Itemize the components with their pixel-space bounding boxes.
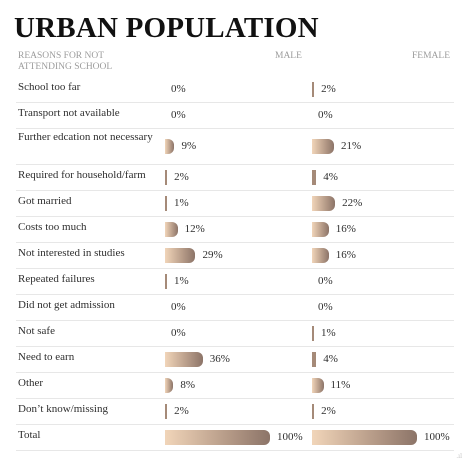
data-label-female: 2%	[321, 83, 336, 95]
table-row: Total 100% 100%	[16, 424, 454, 451]
category-label: Need to earn	[18, 351, 75, 363]
bar-female	[312, 82, 315, 97]
data-label-female: 0%	[318, 109, 333, 121]
category-label: Repeated failures	[18, 273, 95, 285]
data-label-male: 100%	[277, 431, 303, 443]
data-label-female: 0%	[318, 275, 333, 287]
category-label: School too far	[18, 81, 81, 93]
data-label-male: 36%	[209, 353, 230, 365]
bar-female	[312, 196, 336, 211]
column-header-reason: REASONS FOR NOT ATTENDING SCHOOL	[18, 51, 113, 72]
category-label: Required for household/farm	[18, 169, 146, 181]
data-label-female: 2%	[321, 405, 336, 417]
column-header-male: MALE	[275, 51, 302, 61]
data-label-female: 0%	[318, 301, 333, 313]
bar-female	[312, 378, 324, 393]
table-row: Further edcation not necessary 9% 21%	[16, 128, 454, 165]
table-row: Not interested in studies 29% 16%	[16, 242, 454, 269]
table-row: Required for household/farm 2% 4%	[16, 164, 454, 191]
bar-male	[165, 222, 178, 237]
category-label: Got married	[18, 195, 72, 207]
data-label-male: 0%	[171, 109, 186, 121]
table-row: Other 8% 11%	[16, 372, 454, 399]
data-label-male: 2%	[174, 405, 189, 417]
data-label-female: 1%	[321, 327, 336, 339]
data-label-female: 4%	[323, 353, 338, 365]
bar-female	[312, 222, 329, 237]
bar-male	[165, 352, 203, 367]
resize-grip-icon: .ıl	[456, 453, 462, 460]
category-label: Not interested in studies	[18, 247, 125, 259]
data-label-male: 0%	[171, 327, 186, 339]
category-label: Not safe	[18, 325, 55, 337]
category-label: Did not get admission	[18, 299, 115, 311]
bar-female	[312, 352, 317, 367]
category-label: Total	[18, 429, 41, 441]
table-row: Got married 1% 22%	[16, 190, 454, 217]
data-label-female: 100%	[424, 431, 450, 443]
data-label-female: 16%	[335, 249, 356, 261]
data-label-male: 8%	[180, 379, 196, 391]
column-header-female: FEMALE	[412, 51, 450, 61]
category-label: Further edcation not necessary	[18, 131, 153, 143]
data-label-female: 21%	[341, 140, 362, 152]
table-row: Transport not available 0% 0%	[16, 102, 454, 129]
data-label-male: 1%	[174, 275, 189, 287]
data-label-male: 12%	[184, 223, 205, 235]
bar-female	[312, 326, 314, 341]
bar-male	[165, 139, 175, 154]
bar-male	[165, 378, 174, 393]
category-label: Costs too much	[18, 221, 87, 233]
category-label: Don’t know/missing	[18, 403, 108, 415]
bar-female	[312, 404, 315, 419]
table-row: Repeated failures 1% 0%	[16, 268, 454, 295]
bar-female	[312, 248, 329, 263]
data-label-male: 0%	[171, 83, 186, 95]
table-row: Need to earn 36% 4%	[16, 346, 454, 373]
bar-female	[312, 430, 417, 445]
bar-female	[312, 170, 317, 185]
bar-male	[165, 196, 167, 211]
bar-male	[165, 430, 270, 445]
table-row: Not safe 0% 1%	[16, 320, 454, 347]
chart-title: URBAN POPULATION	[14, 12, 319, 44]
data-label-male: 0%	[171, 301, 186, 313]
data-label-male: 1%	[174, 197, 189, 209]
table-row: Costs too much 12% 16%	[16, 216, 454, 243]
bar-male	[165, 248, 196, 263]
data-label-male: 9%	[181, 140, 197, 152]
data-label-female: 11%	[330, 379, 351, 391]
table-row: Don’t know/missing 2% 2%	[16, 398, 454, 425]
bar-female	[312, 139, 335, 154]
bar-male	[165, 170, 168, 185]
data-label-female: 4%	[323, 171, 338, 183]
data-label-female: 22%	[342, 197, 363, 209]
category-label: Transport not available	[18, 107, 120, 119]
data-label-male: 2%	[174, 171, 189, 183]
bar-male	[165, 274, 167, 289]
table-row: Did not get admission 0% 0%	[16, 294, 454, 321]
data-label-male: 29%	[202, 249, 223, 261]
table-row: School too far 0% 2%	[16, 76, 454, 103]
data-label-female: 16%	[335, 223, 356, 235]
bar-male	[165, 404, 168, 419]
category-label: Other	[18, 377, 44, 389]
